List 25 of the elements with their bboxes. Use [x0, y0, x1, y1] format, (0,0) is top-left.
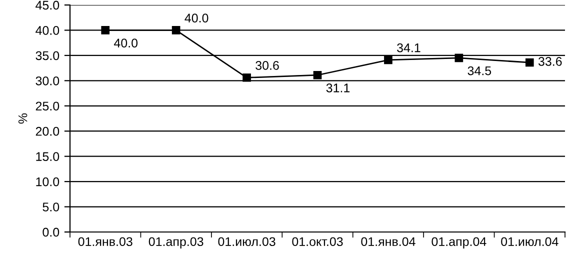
y-tick-label: 30.0	[36, 76, 60, 86]
x-tick-label: 01.апр.03	[148, 237, 204, 249]
x-tick-label: 01.окт.03	[292, 237, 343, 246]
data-label: 34.1	[397, 43, 420, 52]
y-tick-label: 35.0	[36, 51, 60, 60]
x-tick-label: 01.апр.04	[432, 237, 486, 249]
x-tick-label: 01.июл.04	[501, 237, 558, 246]
y-tick-label: 20.0	[36, 126, 60, 136]
data-label: 30.6	[256, 61, 279, 70]
y-tick-label: 40.0	[36, 26, 60, 35]
x-tick-label: 01.янв.04	[361, 237, 416, 246]
data-label: 33.6	[538, 57, 562, 66]
x-tick-label: 01.июл.03	[218, 237, 276, 246]
data-label: 34.5	[468, 66, 492, 76]
x-tick-label: 01.янв.03	[78, 237, 132, 246]
data-label: 40.0	[184, 14, 208, 22]
y-tick-label: 15.0	[36, 152, 60, 161]
y-tick-label: 10.0	[36, 177, 60, 186]
y-tick-label: 25.0	[36, 102, 60, 111]
y-tick-label: 5.0	[42, 202, 60, 212]
data-label: 31.1	[326, 84, 350, 92]
data-label: 40.0	[114, 38, 138, 48]
y-tick-label: 45.0	[36, 0, 60, 10]
y-axis-title: %	[18, 113, 28, 124]
y-tick-label: 0.0	[42, 228, 60, 237]
